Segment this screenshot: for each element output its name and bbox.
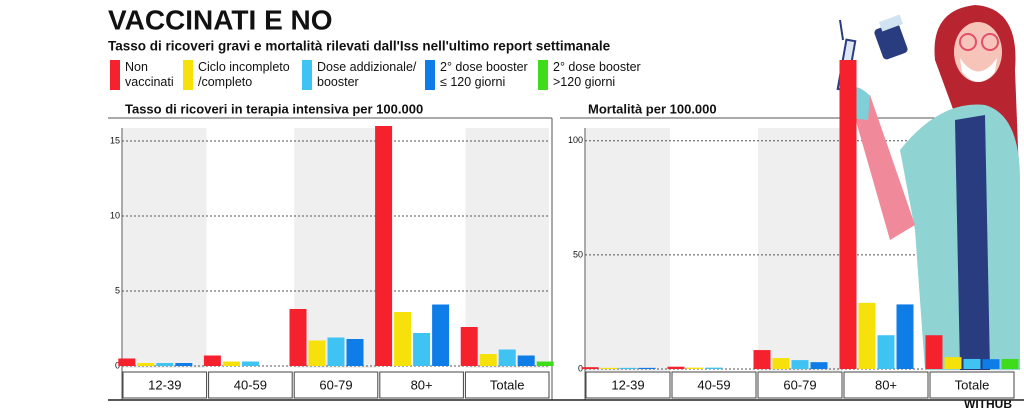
x-tick-label: 60-79 xyxy=(319,377,352,392)
bar xyxy=(791,360,809,369)
bar xyxy=(413,333,431,366)
illustration xyxy=(836,5,1020,370)
y-tick-label: 0 xyxy=(115,360,120,370)
x-tick-label: 80+ xyxy=(875,377,897,392)
legend-label: Non vaccinati xyxy=(125,60,174,89)
chart-title: Tasso di ricoveri in terapia intensiva p… xyxy=(125,101,423,116)
category-box xyxy=(929,371,1015,399)
category-band xyxy=(294,128,378,368)
bar xyxy=(375,126,393,366)
bar xyxy=(925,335,943,369)
bar xyxy=(600,367,618,369)
bar xyxy=(581,367,599,369)
category-band xyxy=(123,128,207,368)
category-box xyxy=(208,371,293,399)
subtitle: Tasso di ricoveri gravi e mortalità rile… xyxy=(108,39,611,54)
category-box xyxy=(293,371,379,399)
legend-swatch xyxy=(110,60,120,90)
bar xyxy=(394,312,412,366)
bar xyxy=(858,302,876,369)
chart-title: Mortalità per 100.000 xyxy=(588,101,717,116)
x-tick-label: Totale xyxy=(490,377,525,392)
bar xyxy=(944,357,962,369)
bar xyxy=(308,340,326,366)
bar xyxy=(346,339,364,366)
legend-label: 2° dose booster ≤ 120 giorni xyxy=(440,60,528,89)
bar xyxy=(460,327,478,366)
bar xyxy=(753,350,771,369)
legend-swatch xyxy=(183,60,193,90)
x-tick-label: 60-79 xyxy=(783,377,816,392)
y-tick-label: 0 xyxy=(578,363,583,373)
x-tick-label: 40-59 xyxy=(234,377,267,392)
foreground-layer: 12-39 40-59 60-79 80+ Totale 12-39 40-59 60-79 8… xyxy=(118,60,1019,392)
bar xyxy=(619,367,637,369)
bar xyxy=(289,309,307,366)
category-box xyxy=(464,371,550,399)
bar xyxy=(241,361,259,366)
legend-swatch xyxy=(302,60,312,90)
bar xyxy=(222,361,240,366)
x-tick-label: 40-59 xyxy=(697,377,730,392)
bar xyxy=(175,363,193,366)
category-band xyxy=(758,128,842,371)
category-box xyxy=(671,371,757,399)
bar xyxy=(1001,358,1019,369)
legend-label: Dose addizionale/ booster xyxy=(317,60,417,89)
bar xyxy=(432,304,450,366)
bar xyxy=(479,354,497,366)
title: VACCINATI E NO xyxy=(108,4,333,35)
x-tick-label: Totale xyxy=(955,377,990,392)
bar xyxy=(705,367,723,369)
bar xyxy=(327,337,345,366)
bar xyxy=(118,358,136,366)
bar xyxy=(638,367,656,369)
category-box xyxy=(757,371,843,399)
legend-swatch xyxy=(538,60,548,90)
legend-label: 2° dose booster >120 giorni xyxy=(553,60,641,89)
y-tick-label: 100 xyxy=(568,135,583,145)
category-box xyxy=(843,371,929,399)
y-tick-label: 10 xyxy=(110,210,120,220)
bar xyxy=(877,335,895,369)
bar xyxy=(686,367,704,369)
bar xyxy=(772,358,790,369)
category-box xyxy=(122,371,208,399)
category-box xyxy=(379,371,464,399)
bar xyxy=(536,361,554,366)
bar xyxy=(498,349,516,366)
bar xyxy=(982,359,1000,369)
bar xyxy=(896,304,914,369)
category-band xyxy=(586,128,670,371)
legend-label: Ciclo incompleto /completo xyxy=(198,60,290,89)
bar xyxy=(839,60,857,369)
y-tick-label: 50 xyxy=(573,249,583,259)
bar xyxy=(203,355,221,366)
category-band xyxy=(465,128,549,368)
x-tick-label: 80+ xyxy=(411,377,433,392)
bar xyxy=(517,355,535,366)
y-tick-label: 15 xyxy=(110,135,120,145)
bar xyxy=(667,366,685,369)
category-box xyxy=(585,371,671,399)
y-tick-label: 5 xyxy=(115,285,120,295)
bar xyxy=(156,363,174,366)
x-tick-label: 12-39 xyxy=(148,377,181,392)
bar xyxy=(810,362,828,369)
bar xyxy=(963,358,981,369)
legend-swatch xyxy=(425,60,435,90)
x-tick-label: 12-39 xyxy=(611,377,644,392)
bar xyxy=(137,363,155,366)
